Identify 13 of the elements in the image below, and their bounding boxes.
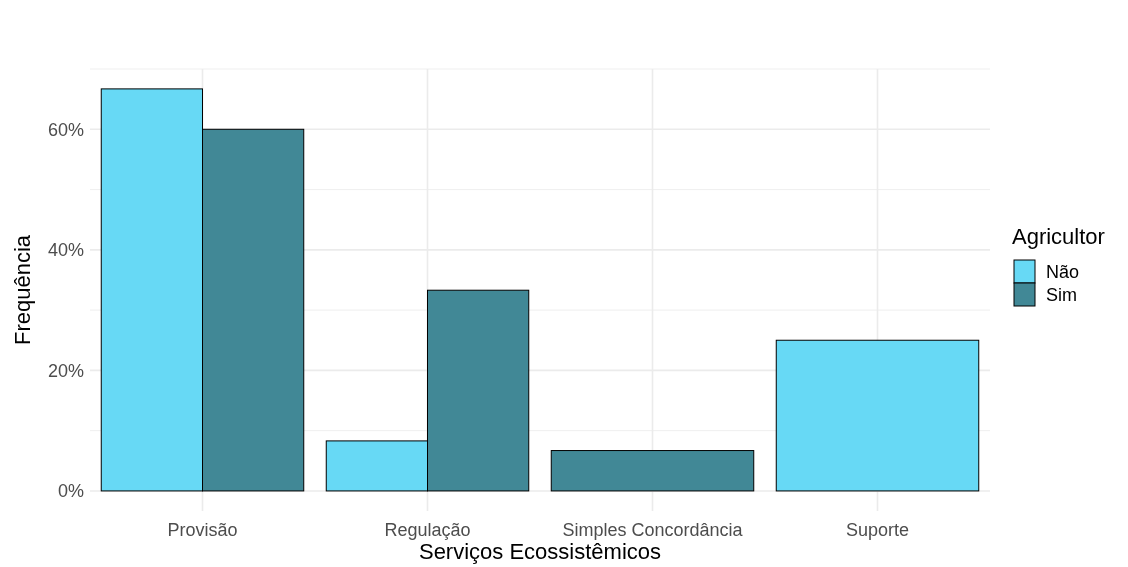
x-tick-label: Simples Concordância bbox=[562, 520, 744, 540]
legend-title: Agricultor bbox=[1012, 224, 1105, 249]
y-tick-label: 0% bbox=[57, 481, 84, 502]
y-tick-label: 20% bbox=[47, 360, 84, 381]
x-axis-title: Serviços Ecossistêmicos bbox=[418, 539, 662, 564]
legend-label: Sim bbox=[1046, 285, 1077, 306]
x-tick-label: Regulação bbox=[384, 520, 471, 540]
y-tick-label: 60% bbox=[47, 119, 84, 140]
legend-label: Não bbox=[1046, 262, 1080, 283]
x-tick-label: Suporte bbox=[845, 520, 910, 540]
x-tick-label: Provisão bbox=[167, 520, 238, 540]
y-tick-label: 40% bbox=[47, 240, 84, 261]
y-axis-title: Frequência bbox=[10, 234, 35, 346]
